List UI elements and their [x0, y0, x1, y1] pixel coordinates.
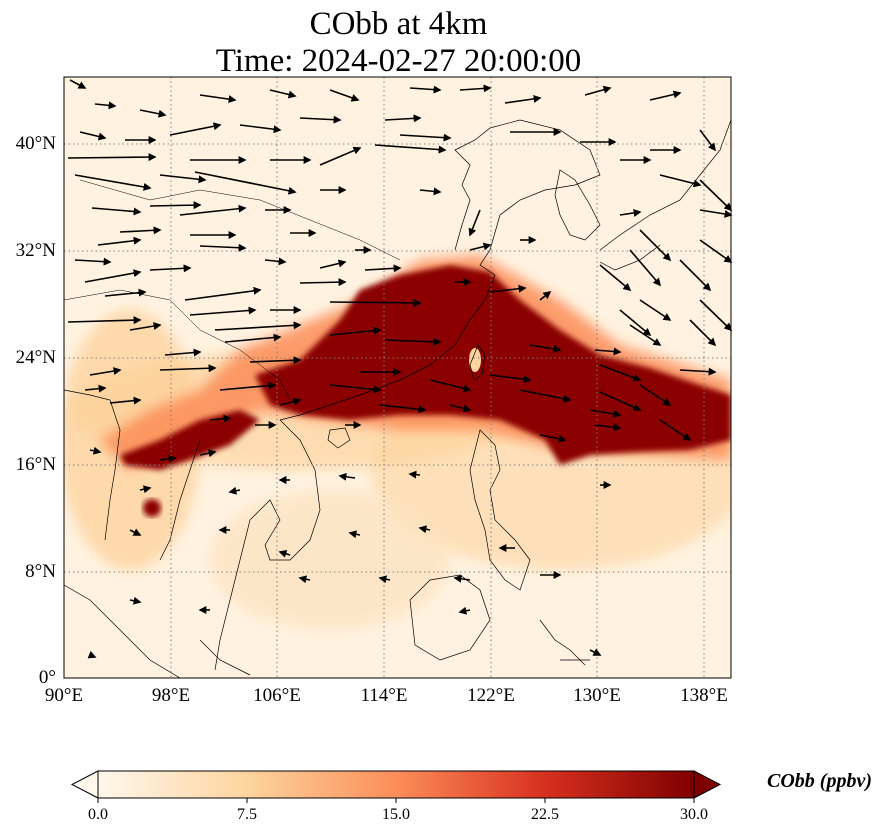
coastlines [64, 119, 731, 678]
lon-tick-label: 106°E [253, 685, 301, 706]
map-title: CObb at 4km [309, 6, 488, 42]
colorbar-tick-label: 15.0 [382, 806, 410, 823]
wind-vectors [67, 79, 733, 659]
map-subtitle: Time: 2024-02-27 20:00:00 [215, 43, 582, 79]
lat-tick-label: 0° [38, 667, 56, 688]
colorbar-title: CObb (ppbv) [767, 770, 872, 792]
colorbar-tick-label: 7.5 [237, 806, 257, 823]
lat-tick-label: 32°N [15, 240, 56, 261]
lon-tick-label: 130°E [573, 685, 621, 706]
colorbar [70, 770, 722, 803]
lon-tick-label: 90°E [44, 685, 84, 706]
lon-tick-label: 138°E [680, 685, 728, 706]
lon-tick-label: 114°E [360, 685, 408, 706]
map-frame [63, 76, 732, 679]
lat-tick-label: 16°N [15, 454, 56, 475]
lat-tick-label: 8°N [25, 561, 56, 582]
colorbar-tick-label: 30.0 [680, 806, 708, 823]
lon-tick-label: 122°E [467, 685, 515, 706]
colorbar-tick-label: 0.0 [88, 806, 108, 823]
lat-tick-label: 24°N [15, 347, 56, 368]
lat-tick-label: 40°N [15, 133, 56, 154]
colorbar-tick-label: 22.5 [531, 806, 559, 823]
lon-tick-label: 98°E [151, 685, 191, 706]
